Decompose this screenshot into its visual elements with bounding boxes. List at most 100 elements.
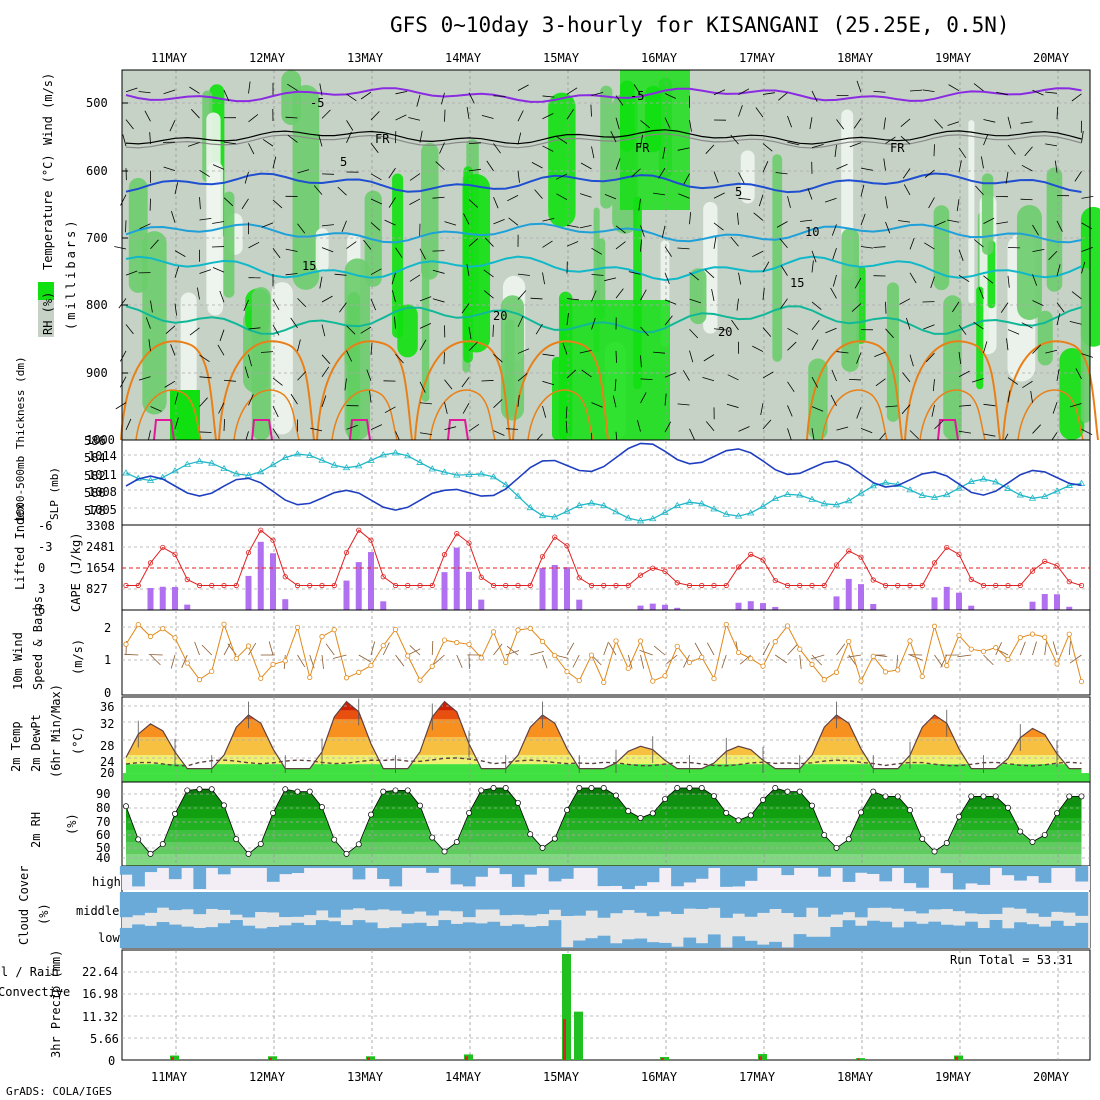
ylabel-cape: CAPE (J/kg) bbox=[69, 533, 83, 612]
wind-barb bbox=[394, 316, 396, 329]
contour-label: 15 bbox=[302, 259, 316, 273]
temp2m-grid bbox=[122, 697, 1090, 782]
rh-blob bbox=[223, 191, 235, 298]
wind-barb bbox=[566, 224, 579, 228]
wind-barb bbox=[737, 212, 739, 225]
wind-barb bbox=[591, 402, 603, 408]
cloud-mid-bar bbox=[671, 892, 684, 914]
wind-barb bbox=[493, 196, 499, 209]
wind-barb bbox=[150, 406, 162, 412]
thickness-marker bbox=[379, 451, 387, 458]
li-marker bbox=[503, 582, 509, 589]
wind10-barb bbox=[407, 648, 421, 656]
wind-barb bbox=[730, 134, 739, 145]
li-marker bbox=[833, 562, 840, 568]
wind-barb bbox=[900, 135, 911, 145]
wind10-marker bbox=[233, 655, 239, 662]
rh2m-marker bbox=[1054, 810, 1060, 817]
wind-barb bbox=[481, 380, 494, 382]
li-marker bbox=[454, 531, 460, 537]
wind-barb bbox=[856, 80, 862, 93]
cloud-low-bar bbox=[609, 943, 623, 948]
cloud-mid-bar bbox=[793, 892, 807, 918]
wind-barb bbox=[1000, 302, 1009, 313]
wind-barb bbox=[493, 219, 505, 225]
cloud-high-bar bbox=[683, 866, 697, 883]
wind-barb bbox=[836, 351, 849, 354]
wind-barb bbox=[535, 323, 543, 335]
wind-barb bbox=[432, 269, 445, 274]
wind-barb bbox=[752, 345, 764, 352]
wind-barb bbox=[978, 287, 984, 299]
thickness-marker bbox=[171, 467, 179, 474]
wind-barb bbox=[122, 134, 127, 147]
cloud-high-bar bbox=[156, 866, 170, 868]
cloud-high-bar bbox=[413, 866, 427, 868]
wind10-grid bbox=[122, 610, 1090, 695]
cloud-high-bar bbox=[1038, 866, 1052, 883]
rh2m-marker bbox=[956, 813, 962, 820]
cape-bar bbox=[845, 578, 852, 610]
contour-30 bbox=[937, 419, 959, 441]
rh2m-marker bbox=[147, 850, 154, 857]
wind-barb bbox=[752, 250, 764, 258]
wind-barb bbox=[150, 239, 159, 250]
wind-barb bbox=[640, 289, 647, 301]
wind10-barb bbox=[332, 654, 347, 659]
cloud-mid-bar bbox=[952, 892, 966, 912]
cloud-high-bar bbox=[744, 866, 758, 881]
rh2m-marker bbox=[662, 796, 668, 802]
ylabel-rh2m: 2m RH bbox=[29, 812, 43, 848]
wind-barb bbox=[370, 173, 382, 181]
contour-25 bbox=[218, 340, 315, 441]
cloud-mid-bar bbox=[168, 892, 182, 911]
date-label-bottom: 11MAY bbox=[151, 1070, 188, 1084]
wind10-barb bbox=[775, 654, 788, 664]
cloud-mid-bar bbox=[634, 892, 648, 913]
li-marker bbox=[478, 574, 484, 580]
wind-barb bbox=[468, 199, 479, 208]
wind10-barb bbox=[297, 654, 306, 668]
cloud-mid-bar bbox=[328, 892, 341, 918]
thickness-marker bbox=[587, 499, 596, 506]
thickness-marker bbox=[440, 468, 449, 475]
cloud-mid-bar bbox=[1063, 892, 1076, 913]
wind-barb bbox=[689, 272, 700, 281]
cloud-high-bar bbox=[1075, 866, 1089, 882]
cape-bar bbox=[637, 605, 644, 610]
cloud-mid-bar bbox=[695, 892, 709, 910]
pressure-tick: 800 bbox=[86, 298, 108, 312]
cloud-high-bar bbox=[597, 866, 611, 887]
cloud-low-bar bbox=[144, 925, 158, 948]
rh2m-marker bbox=[784, 788, 791, 795]
wind-barb bbox=[212, 221, 225, 224]
wind10-barb bbox=[431, 640, 434, 656]
wind-barb bbox=[738, 197, 751, 200]
cloud-high-bar bbox=[940, 866, 954, 874]
wind10-barb bbox=[409, 645, 421, 656]
date-label-top: 16MAY bbox=[641, 51, 678, 65]
li-marker bbox=[797, 582, 803, 589]
thickness-marker bbox=[502, 480, 510, 488]
wind-barb bbox=[468, 142, 482, 145]
wind-barb bbox=[125, 324, 134, 335]
cloud-high-bar bbox=[720, 866, 733, 887]
wind10-barb bbox=[1044, 641, 1047, 656]
wind-barb bbox=[909, 237, 915, 250]
cloud-high-bar bbox=[769, 866, 782, 868]
rh2m-marker bbox=[1005, 804, 1011, 811]
wind-barb bbox=[174, 303, 177, 316]
wind-barb bbox=[906, 317, 911, 330]
wind-barb bbox=[493, 353, 503, 363]
cloud-mid-bar bbox=[132, 892, 145, 916]
rh2m-marker bbox=[502, 785, 509, 791]
wind-barb bbox=[662, 146, 666, 159]
wind-barb bbox=[285, 273, 298, 276]
li-marker bbox=[307, 582, 313, 589]
cloud-low-bar bbox=[548, 920, 562, 948]
wind-barb bbox=[1007, 377, 1018, 385]
wind-barb bbox=[290, 317, 298, 329]
wind-barb bbox=[1081, 130, 1084, 143]
wind10-marker bbox=[466, 641, 472, 647]
wind10-marker bbox=[748, 655, 754, 662]
